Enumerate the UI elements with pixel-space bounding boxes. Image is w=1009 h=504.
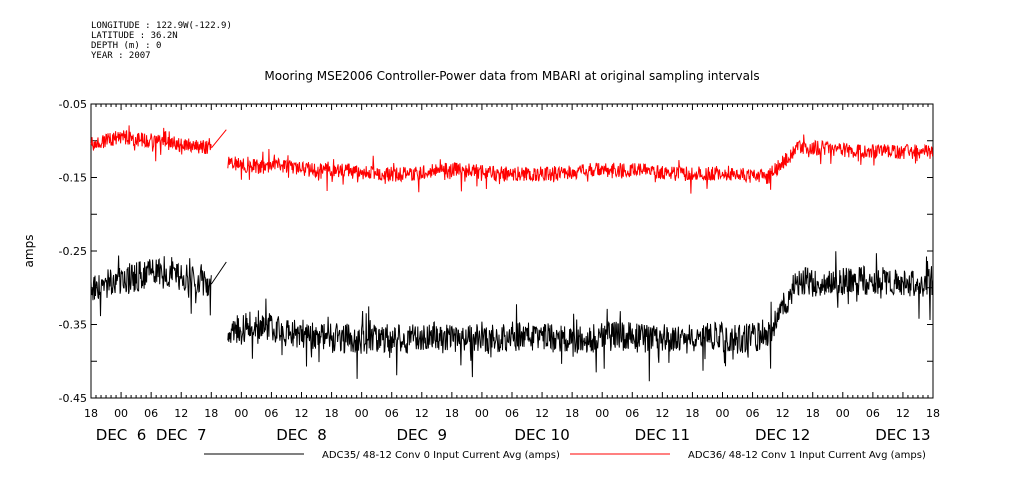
x-tick-label: 18 bbox=[685, 407, 699, 420]
latitude-label: LATITUDE : 36.2N bbox=[91, 31, 178, 41]
x-tick-label: 12 bbox=[776, 407, 790, 420]
x-tick-label: 12 bbox=[896, 407, 910, 420]
x-tick-label: 06 bbox=[264, 407, 278, 420]
axis-ticks bbox=[90, 103, 934, 399]
depth-label: DEPTH (m) : 0 bbox=[91, 41, 162, 51]
x-tick-label: 06 bbox=[144, 407, 158, 420]
series-line bbox=[90, 125, 934, 194]
x-tick-label: 12 bbox=[174, 407, 188, 420]
x-tick-label: 06 bbox=[866, 407, 880, 420]
legend: ADC35/ 48-12 Conv 0 Input Current Avg (a… bbox=[204, 450, 926, 461]
x-tick-label: 06 bbox=[385, 407, 399, 420]
x-tick-label: 18 bbox=[806, 407, 820, 420]
longitude-label: LONGITUDE : 122.9W(-122.9) bbox=[91, 21, 232, 31]
x-tick-label: 18 bbox=[445, 407, 459, 420]
legend-label: ADC36/ 48-12 Conv 1 Input Current Avg (a… bbox=[688, 450, 926, 461]
chart-title: Mooring MSE2006 Controller-Power data fr… bbox=[264, 69, 759, 83]
y-tick-label: -0.35 bbox=[59, 319, 87, 332]
day-label: DEC 7 bbox=[156, 426, 207, 444]
x-tick-label: 18 bbox=[84, 407, 98, 420]
y-tick-label: -0.15 bbox=[59, 172, 87, 185]
day-label: DEC 13 bbox=[875, 426, 930, 444]
series-line bbox=[90, 251, 934, 382]
y-axis-label: amps bbox=[22, 235, 36, 268]
series-lines bbox=[90, 125, 934, 382]
x-tick-labels: 18 00 06 12 18 00 06 12 18 00 06 12 18 00 06 12 18 00 06 12… bbox=[84, 407, 940, 420]
x-tick-label: 06 bbox=[625, 407, 639, 420]
x-tick-label: 00 bbox=[475, 407, 489, 420]
x-tick-label: 00 bbox=[114, 407, 128, 420]
day-labels: DEC 6 DEC 7 DEC 8 DEC 9 DEC 10 DEC 11 DEC 12 DE… bbox=[96, 426, 931, 444]
x-tick-label: 12 bbox=[535, 407, 549, 420]
day-label: DEC 6 bbox=[96, 426, 147, 444]
x-tick-label: 12 bbox=[295, 407, 309, 420]
day-label: DEC 12 bbox=[755, 426, 810, 444]
x-tick-label: 18 bbox=[204, 407, 218, 420]
y-tick-labels: -0.05 -0.15 -0.25 -0.35 -0.45 bbox=[59, 98, 87, 405]
day-label: DEC 8 bbox=[276, 426, 327, 444]
x-tick-label: 00 bbox=[595, 407, 609, 420]
x-tick-label: 12 bbox=[655, 407, 669, 420]
year-label: YEAR : 2007 bbox=[91, 51, 151, 61]
y-tick-label: -0.25 bbox=[59, 245, 87, 258]
x-tick-label: 18 bbox=[565, 407, 579, 420]
x-tick-label: 18 bbox=[325, 407, 339, 420]
legend-label: ADC35/ 48-12 Conv 0 Input Current Avg (a… bbox=[322, 450, 560, 461]
x-tick-label: 00 bbox=[234, 407, 248, 420]
x-tick-label: 06 bbox=[505, 407, 519, 420]
day-label: DEC 11 bbox=[635, 426, 690, 444]
x-tick-label: 06 bbox=[746, 407, 760, 420]
x-tick-label: 00 bbox=[716, 407, 730, 420]
x-tick-label: 00 bbox=[836, 407, 850, 420]
day-label: DEC 10 bbox=[514, 426, 569, 444]
day-label: DEC 9 bbox=[396, 426, 447, 444]
x-tick-label: 18 bbox=[926, 407, 940, 420]
y-tick-label: -0.45 bbox=[59, 392, 87, 405]
x-tick-label: 12 bbox=[415, 407, 429, 420]
metadata-block: LONGITUDE : 122.9W(-122.9) LATITUDE : 36… bbox=[91, 21, 232, 61]
y-tick-label: -0.05 bbox=[59, 98, 87, 111]
x-tick-label: 00 bbox=[355, 407, 369, 420]
